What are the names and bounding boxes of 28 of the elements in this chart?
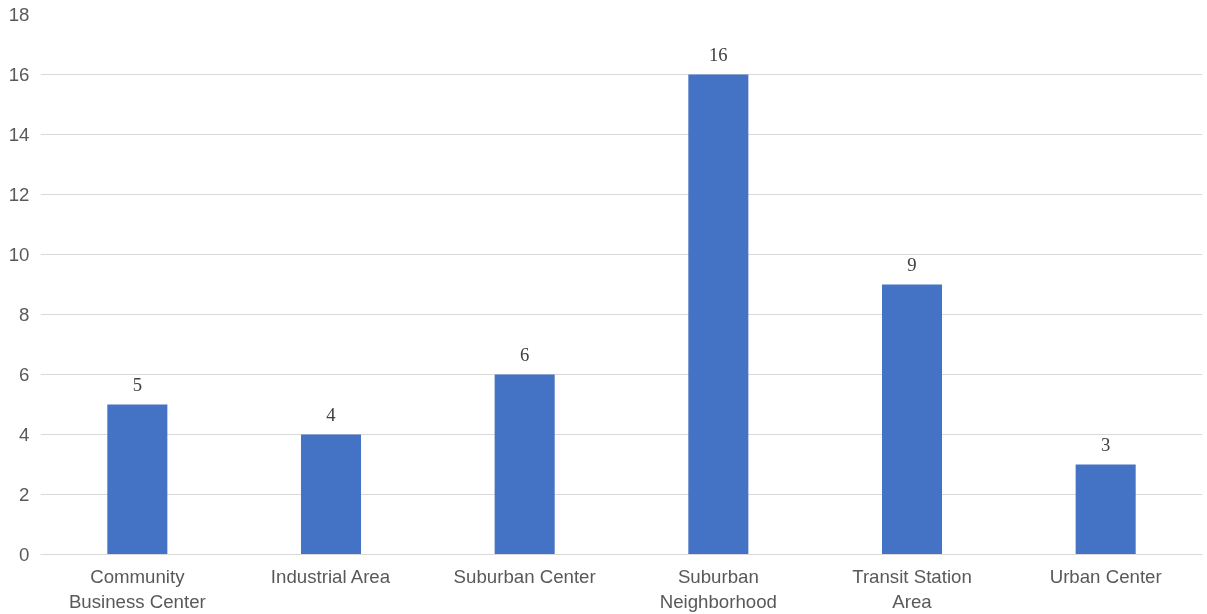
bar	[881, 284, 943, 555]
bar	[688, 74, 749, 555]
bar	[494, 374, 555, 555]
y-tick-label: 0	[19, 544, 30, 565]
data-label: 6	[520, 343, 530, 365]
y-tick-label: 6	[19, 364, 30, 385]
data-label: 16	[709, 43, 728, 65]
data-label: 4	[326, 403, 337, 425]
data-label: 9	[907, 253, 917, 275]
bar	[300, 434, 362, 555]
x-tick-label: Suburban Neighborhood	[659, 565, 777, 612]
y-tick-label: 4	[19, 424, 30, 445]
x-tick-label: Community Business Center	[68, 565, 206, 612]
data-label: 3	[1101, 433, 1111, 455]
bar	[107, 404, 168, 555]
x-tick-label: Suburban Center	[453, 565, 596, 587]
x-tick-label: Transit Station Area	[852, 565, 972, 612]
y-tick-label: 2	[19, 484, 30, 505]
y-tick-label: 18	[8, 4, 30, 25]
y-tick-label: 16	[8, 64, 30, 85]
x-tick-label: Urban Center	[1049, 565, 1162, 587]
bar	[1075, 464, 1136, 555]
data-label: 5	[132, 373, 142, 395]
x-tick-label: Industrial Area	[270, 565, 391, 587]
y-tick-label: 8	[19, 304, 30, 325]
y-tick-label: 12	[8, 184, 30, 205]
y-tick-label: 14	[8, 124, 30, 145]
y-tick-label: 10	[8, 244, 30, 265]
